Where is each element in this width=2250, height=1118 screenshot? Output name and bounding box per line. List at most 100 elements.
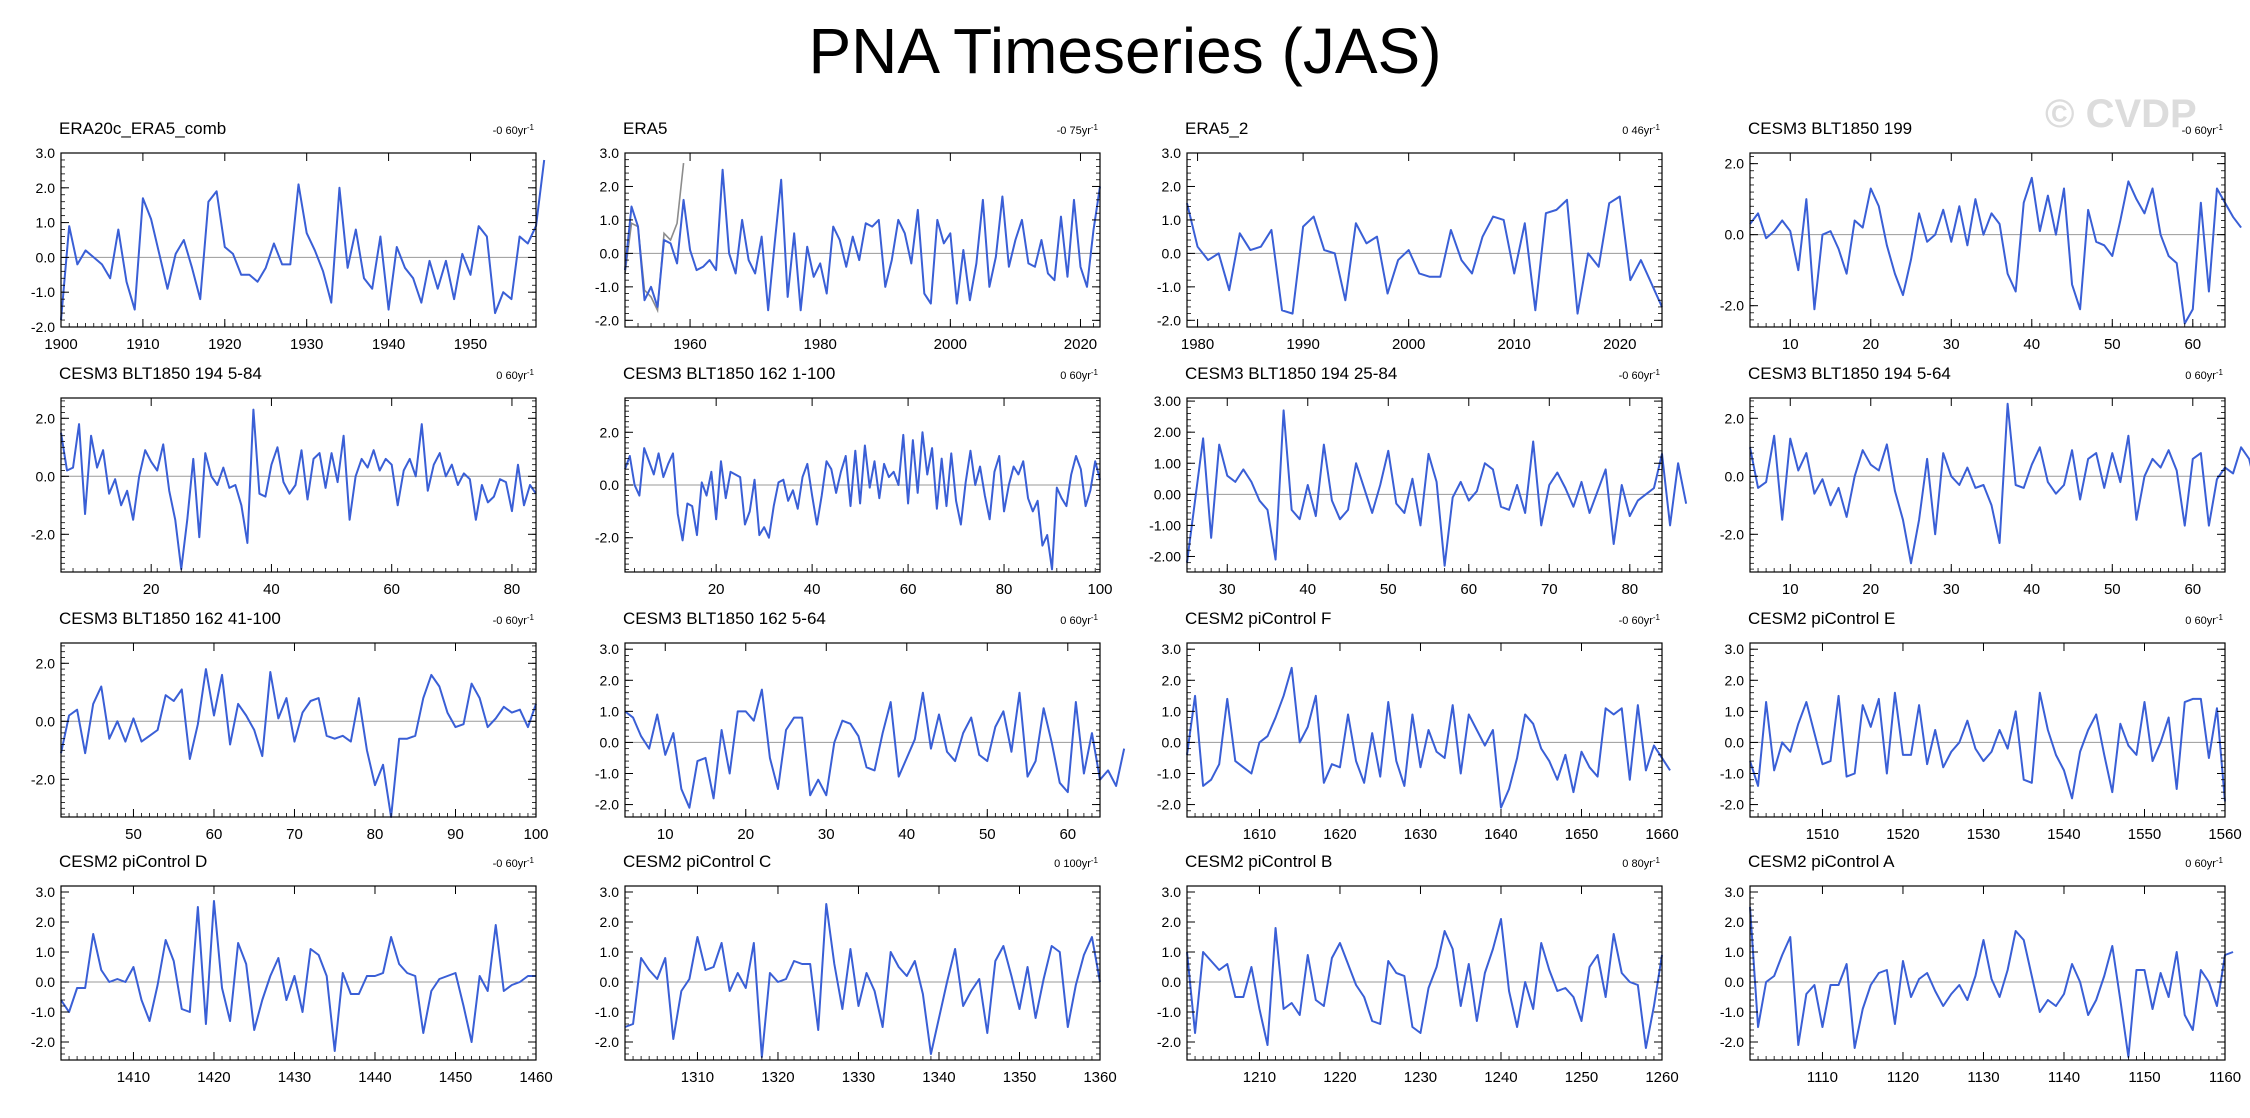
panel-title: ERA5_2	[1185, 119, 1248, 138]
y-tick-label: 0.0	[1162, 245, 1182, 261]
plot-frame	[1186, 152, 1663, 328]
x-tick-label: 20	[143, 581, 160, 598]
x-tick-label: 1430	[278, 1069, 311, 1086]
x-tick-label: 2000	[934, 336, 967, 353]
panel-title: CESM3 BLT1850 194 5-64	[1748, 364, 1951, 383]
x-tick-label: 20	[708, 581, 725, 598]
y-tick-label: 3.0	[600, 145, 620, 161]
y-tick-label: 0.0	[600, 245, 620, 261]
panel-title: CESM3 BLT1850 199	[1748, 119, 1912, 138]
plot-frame	[1749, 885, 2226, 1061]
y-tick-label: -2.0	[31, 771, 55, 787]
y-tick-label: 3.0	[36, 884, 56, 900]
x-tick-label: 80	[367, 826, 384, 843]
y-tick-label: -2.0	[1157, 312, 1181, 328]
plot-frame	[60, 885, 537, 1061]
series-line	[1186, 409, 1688, 567]
panel-trend: -0 60yr-1	[1619, 613, 1661, 627]
x-tick-label: 1360	[1083, 1069, 1116, 1086]
y-tick-label: -1.0	[1720, 1004, 1744, 1020]
panel-title: CESM2 piControl F	[1185, 609, 1331, 628]
y-tick-label: 2.0	[36, 655, 56, 671]
panel-trend: 0 60yr-1	[496, 368, 534, 382]
y-tick-label: 2.0	[36, 180, 56, 196]
x-tick-label: 50	[979, 826, 996, 843]
y-tick-label: 2.0	[1162, 178, 1182, 194]
panel-trend: 0 46yr-1	[1622, 123, 1660, 137]
panel-title: ERA5	[623, 119, 667, 138]
x-tick-label: 1210	[1243, 1069, 1276, 1086]
plot-frame	[1749, 152, 2226, 328]
x-tick-label: 1330	[842, 1069, 875, 1086]
x-tick-label: 1530	[1967, 826, 2000, 843]
y-tick-label: 2.0	[1162, 672, 1182, 688]
y-tick-label: -2.0	[595, 797, 619, 813]
y-tick-label: 0.0	[1725, 974, 1745, 990]
panel-1: ERA20c_ERA5_comb -0 60yr-1 1900 1910 1920 193…	[31, 119, 546, 353]
y-tick-label: 1.0	[600, 703, 620, 719]
x-tick-label: 1900	[44, 336, 77, 353]
y-tick-label: -1.00	[1149, 517, 1181, 533]
panel-trend: -0 60yr-1	[1619, 368, 1661, 382]
y-tick-label: -1.0	[31, 284, 55, 300]
y-tick-label: -2.0	[1720, 1034, 1744, 1050]
x-tick-label: 1550	[2128, 826, 2161, 843]
x-tick-label: 30	[1943, 336, 1960, 353]
panel-trend: 0 60yr-1	[2185, 368, 2223, 382]
x-tick-label: 60	[383, 581, 400, 598]
panel-trend: -0 75yr-1	[1057, 123, 1099, 137]
y-tick-label: -1.0	[31, 1004, 55, 1020]
x-tick-label: 1920	[208, 336, 241, 353]
x-tick-label: 60	[2184, 581, 2201, 598]
plot-frame	[624, 642, 1101, 818]
y-tick-label: 2.00	[1154, 424, 1181, 440]
x-tick-label: 40	[898, 826, 915, 843]
series-line	[624, 903, 1101, 1058]
y-tick-label: 3.0	[1162, 884, 1182, 900]
series-line	[624, 168, 1101, 312]
y-tick-label: -2.0	[1720, 298, 1744, 314]
y-tick-label: 0.0	[1162, 734, 1182, 750]
panel-title: CESM2 piControl D	[59, 852, 207, 871]
panel-11: CESM2 piControl F -0 60yr-1 1610 1620 1630 16…	[1157, 609, 1679, 843]
x-tick-label: 1930	[290, 336, 323, 353]
y-tick-label: 0.0	[36, 249, 56, 265]
y-tick-label: 3.0	[600, 641, 620, 657]
y-tick-label: 2.0	[1725, 156, 1745, 172]
x-tick-label: 1980	[804, 336, 837, 353]
overlay-series-line	[624, 162, 685, 314]
x-tick-label: 80	[996, 581, 1013, 598]
x-tick-label: 60	[2184, 336, 2201, 353]
x-tick-label: 70	[1541, 581, 1558, 598]
x-tick-label: 1650	[1565, 826, 1598, 843]
x-tick-label: 40	[804, 581, 821, 598]
x-tick-label: 1120	[1887, 1069, 1919, 1086]
y-tick-label: 3.0	[1725, 641, 1745, 657]
y-tick-label: -2.0	[31, 1034, 55, 1050]
y-tick-label: 2.0	[1725, 410, 1745, 426]
x-tick-label: 1160	[2209, 1069, 2241, 1086]
y-tick-label: 0.0	[600, 974, 620, 990]
panel-trend: 0 60yr-1	[1060, 613, 1098, 627]
x-tick-label: 1320	[761, 1069, 794, 1086]
x-tick-label: 1450	[439, 1069, 472, 1086]
x-tick-label: 2020	[1064, 336, 1097, 353]
panel-7: CESM3 BLT1850 194 25-84 -0 60yr-1 30 40 50 60…	[1149, 364, 1688, 598]
y-tick-label: 1.0	[600, 944, 620, 960]
x-tick-label: 20	[1862, 336, 1879, 353]
x-tick-label: 1630	[1404, 826, 1437, 843]
y-tick-label: 0.0	[36, 468, 56, 484]
x-tick-label: 1940	[372, 336, 405, 353]
y-tick-label: 2.0	[1725, 914, 1745, 930]
y-tick-label: 0.0	[36, 713, 56, 729]
x-tick-label: 1130	[1967, 1069, 1999, 1086]
x-tick-label: 50	[1380, 581, 1397, 598]
y-tick-label: 1.0	[36, 215, 56, 231]
x-tick-label: 100	[1087, 581, 1112, 598]
plot-frame	[60, 642, 537, 818]
panel-4: CESM3 BLT1850 199 -0 60yr-1 10 20 30 40 50 60 -2…	[1720, 119, 2242, 353]
series-line	[1186, 666, 1671, 809]
panel-8: CESM3 BLT1850 194 5-64 0 60yr-1 10 20 30 40 50…	[1720, 364, 2250, 598]
series-line	[1749, 176, 2242, 325]
series-line	[60, 408, 537, 571]
